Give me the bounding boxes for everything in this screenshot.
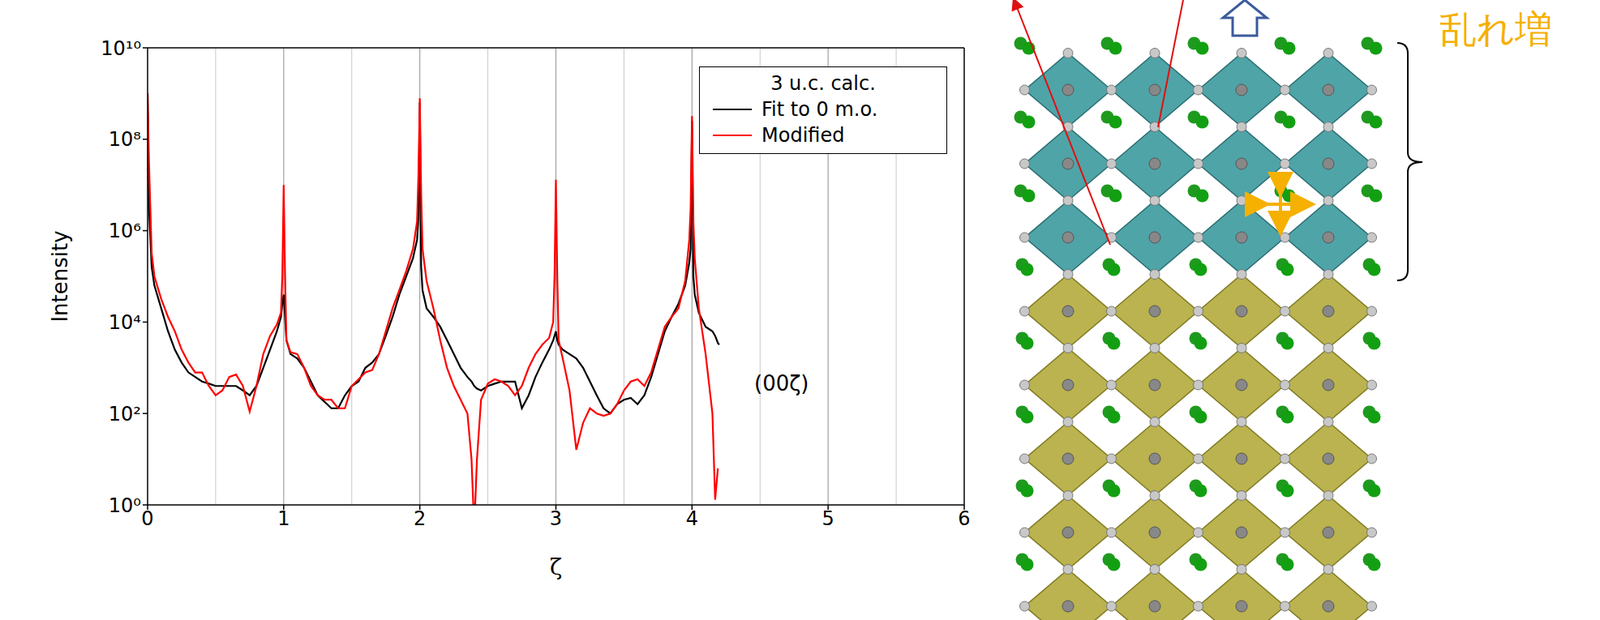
svg-text:Intensity: Intensity bbox=[47, 230, 73, 322]
svg-text:10⁶: 10⁶ bbox=[108, 219, 142, 243]
svg-text:5: 5 bbox=[822, 507, 835, 531]
svg-text:乱れ増: 乱れ増 bbox=[1439, 7, 1553, 52]
svg-text:10⁴: 10⁴ bbox=[108, 311, 142, 335]
svg-text:1: 1 bbox=[277, 507, 290, 531]
html-text:Fit to 0 m.o.: Fit to 0 m.o. bbox=[761, 98, 878, 121]
svg-text:4: 4 bbox=[686, 507, 699, 531]
svg-text:2: 2 bbox=[413, 507, 426, 531]
svg-text:10⁰: 10⁰ bbox=[108, 494, 142, 518]
svg-text:ζ: ζ bbox=[549, 553, 562, 581]
html-text:(00ζ): (00ζ) bbox=[754, 371, 809, 396]
svg-text:10²: 10² bbox=[108, 403, 142, 426]
svg-text:10¹⁰: 10¹⁰ bbox=[100, 37, 142, 61]
html-text:3 u.c. calc.: 3 u.c. calc. bbox=[770, 72, 876, 95]
svg-text:3: 3 bbox=[549, 507, 562, 531]
svg-text:6: 6 bbox=[957, 507, 970, 531]
svg-text:10⁸: 10⁸ bbox=[108, 128, 142, 151]
svg-text:0: 0 bbox=[141, 507, 154, 531]
html-text:Modified: Modified bbox=[761, 124, 845, 147]
